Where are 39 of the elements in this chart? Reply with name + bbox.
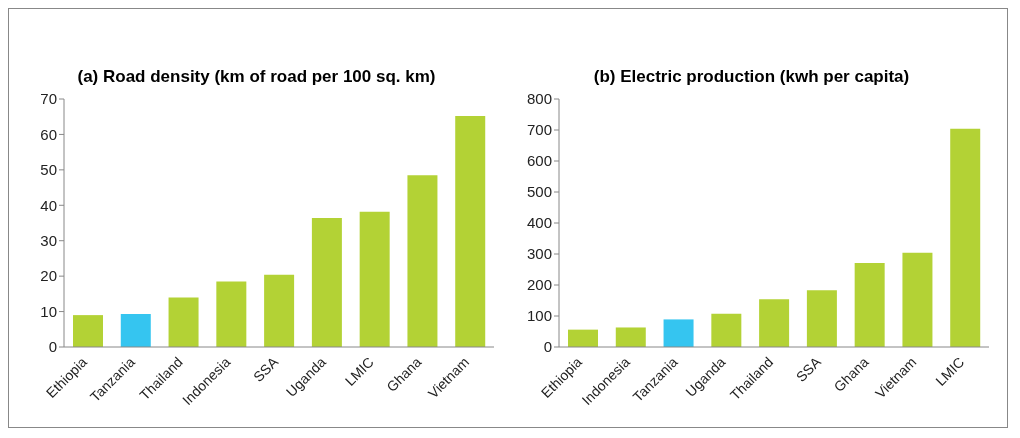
- y-tick-label: 200: [526, 276, 552, 294]
- y-tick-label: 40: [40, 196, 57, 214]
- y-tick-label: 400: [526, 214, 552, 232]
- y-tick-label: 70: [40, 90, 57, 108]
- y-tick-label: 10: [40, 302, 57, 320]
- bar: [711, 313, 742, 347]
- y-tick-label: 30: [40, 232, 57, 250]
- bar: [216, 281, 247, 347]
- x-tick-label: SSA: [250, 353, 282, 385]
- bar: [568, 329, 598, 347]
- y-tick-label: 600: [526, 152, 552, 170]
- y-tick-label: 100: [526, 307, 552, 325]
- bar: [663, 319, 694, 347]
- bar: [168, 297, 199, 347]
- bar: [359, 211, 390, 347]
- y-tick-label: 50: [40, 161, 57, 179]
- bar: [73, 315, 103, 347]
- y-tick-label: 500: [526, 183, 552, 201]
- chart-title: (b) Electric production (kwh per capita): [593, 67, 910, 87]
- y-tick-label: 0: [48, 338, 57, 356]
- chart-title: (a) Road density (km of road per 100 sq. km): [77, 67, 436, 87]
- y-tick-label: 800: [526, 90, 552, 108]
- y-tick-label: 20: [40, 267, 57, 285]
- bar: [455, 116, 486, 347]
- x-tick-label: SSA: [792, 353, 825, 385]
- bar: [806, 290, 837, 347]
- bar: [120, 314, 151, 347]
- bar: [264, 274, 295, 347]
- y-tick-label: 700: [526, 121, 552, 139]
- bar: [902, 252, 933, 347]
- y-tick-label: 60: [40, 125, 57, 143]
- bar: [615, 327, 646, 347]
- bar: [759, 299, 790, 347]
- bar: [407, 175, 438, 347]
- y-tick-label: 300: [526, 245, 552, 263]
- bar: [854, 262, 885, 347]
- bar: [950, 128, 981, 347]
- y-tick-label: 0: [543, 338, 552, 356]
- bar: [311, 218, 342, 347]
